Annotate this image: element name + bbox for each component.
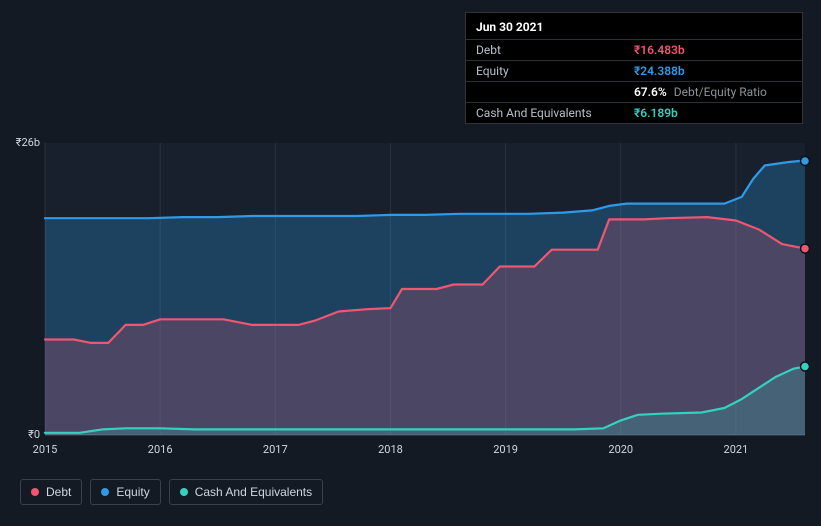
legend-item-cash[interactable]: Cash And Equivalents (169, 479, 323, 505)
legend-item-label: Equity (116, 485, 149, 499)
tooltip-date: Jun 30 2021 (466, 17, 802, 39)
chart-tooltip: Jun 30 2021 Debt₹16.483bEquity₹24.388b67… (465, 12, 803, 124)
x-axis-label: 2017 (263, 443, 288, 456)
legend-item-equity[interactable]: Equity (90, 479, 160, 505)
tooltip-row-value: ₹24.388b (624, 61, 802, 82)
legend: Debt Equity Cash And Equivalents (20, 479, 323, 505)
x-axis-label: 2015 (33, 443, 58, 456)
tooltip-row-label: Debt (466, 40, 624, 61)
equity-dot-icon (101, 488, 109, 496)
tooltip-row-label (466, 82, 624, 103)
y-axis-label: ₹26b (0, 136, 40, 149)
legend-item-debt[interactable]: Debt (20, 479, 82, 505)
tooltip-row-label: Equity (466, 61, 624, 82)
x-axis-label: 2020 (608, 443, 633, 456)
x-axis-label: 2021 (724, 443, 749, 456)
tooltip-row-value: ₹16.483b (624, 40, 802, 61)
x-axis-label: 2016 (148, 443, 173, 456)
x-axis-label: 2018 (378, 443, 403, 456)
tooltip-row-label: Cash And Equivalents (466, 103, 624, 124)
cash-dot-icon (180, 488, 188, 496)
y-axis-label: ₹0 (0, 428, 40, 441)
tooltip-row-value: 67.6% Debt/Equity Ratio (624, 82, 802, 103)
legend-item-label: Debt (46, 485, 71, 499)
legend-item-label: Cash And Equivalents (195, 485, 312, 499)
tooltip-row-value: ₹6.189b (624, 103, 802, 124)
tooltip-table: Debt₹16.483bEquity₹24.388b67.6% Debt/Equ… (466, 39, 802, 123)
chart-container: { "chart": { "type": "area", "background… (0, 0, 821, 526)
x-axis-label: 2019 (493, 443, 518, 456)
debt-dot-icon (31, 488, 39, 496)
